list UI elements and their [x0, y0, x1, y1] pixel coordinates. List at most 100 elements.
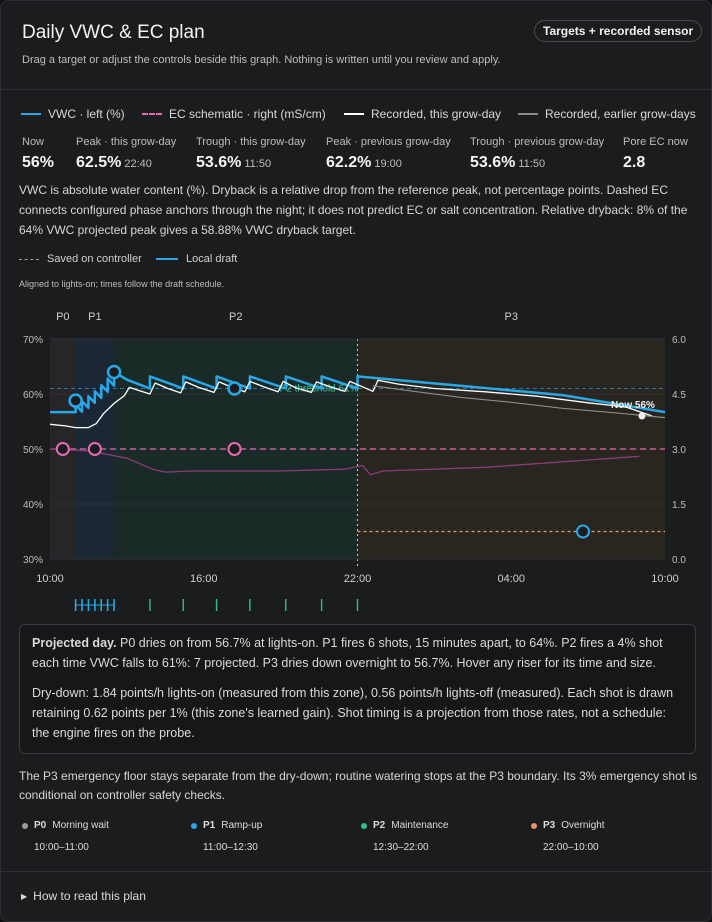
stat-label: Trough · previous grow-day [470, 136, 605, 148]
legend-draft-label: Local draft [186, 253, 238, 265]
vwc-target-handle[interactable] [227, 381, 242, 396]
stat-time: 11:50 [518, 158, 546, 170]
phase-label-p1: P1 [88, 311, 101, 323]
legend-recorded-earlier: Recorded, earlier grow-days [518, 107, 696, 121]
y-right-tick-label: 4.5 [672, 390, 686, 401]
legend-recorded-today-label: Recorded, this grow-day [371, 107, 502, 121]
series-recorded-this-grow-day [49, 379, 653, 429]
y-right-tick-label: 3.0 [672, 445, 686, 456]
phase-dot [22, 822, 28, 829]
legend-saved-label: Saved on controller [47, 253, 142, 265]
y-right-tick-label: 0.0 [672, 555, 686, 566]
vwc-target-handle[interactable] [68, 393, 83, 408]
phase-id: P2 [373, 820, 386, 831]
phase-name: Overnight [561, 820, 605, 831]
stat-value: 2.8 [623, 154, 688, 172]
stat-value: 53.6% 11:50 [196, 154, 306, 172]
stat-time: 22:40 [124, 158, 152, 170]
stat-label: Pore EC now [623, 136, 688, 148]
stat-trough-today: Trough · this grow-day 53.6% 11:50 [196, 136, 306, 172]
stat-value: 56% [22, 154, 54, 172]
stat-label: Peak · previous grow-day [326, 136, 451, 148]
y-right-tick-label: 6.0 [672, 335, 686, 346]
stat-time: 11:50 [244, 158, 272, 170]
series-recorded-earlier-grow-days [372, 385, 666, 419]
phase-p2: P2 Maintenance 12:30–22:00 [361, 820, 449, 853]
stat-label: Peak · this grow-day [76, 136, 177, 148]
stat-value-text: 62.2% [326, 154, 372, 171]
phase-range: 11:00–12:30 [203, 842, 258, 853]
ec-anchor-handle[interactable] [227, 442, 242, 456]
now-label: Now 56% [611, 400, 655, 411]
stat-value-text: 53.6% [470, 154, 516, 171]
projection-drydown: Dry-down: 1.84 points/h lights-on (measu… [32, 686, 674, 740]
legend-recorded-earlier-label: Recorded, earlier grow-days [545, 107, 696, 121]
legend-draft-swatch [156, 258, 178, 260]
phase-id: P3 [543, 820, 556, 831]
phase-name: Morning wait [52, 820, 109, 831]
x-tick-label: 10:00 [651, 573, 679, 585]
legend-ec-swatch [142, 113, 162, 115]
emergency-floor-handle[interactable] [576, 524, 590, 539]
stat-value-text: 53.6% [196, 154, 242, 171]
legend-recorded-today-swatch [344, 113, 364, 115]
phase-dot [361, 822, 367, 829]
y-left-tick-label: 60% [23, 390, 43, 401]
legend-ec-label: EC schematic · right (mS/cm) [169, 107, 326, 121]
how-to-read-toggle[interactable]: ▶ How to read this plan [21, 889, 146, 903]
stat-label: Now [22, 136, 45, 148]
page-subtitle: Drag a target or adjust the controls bes… [22, 54, 501, 66]
legend-recorded-earlier-swatch [518, 113, 538, 115]
header-divider [1, 89, 711, 90]
y-right-tick-label: 1.5 [672, 500, 686, 511]
emergency-note: The P3 emergency floor stays separate fr… [19, 769, 698, 802]
x-tick-label: 04:00 [497, 573, 525, 585]
legend-draft: Local draft [156, 253, 237, 265]
legend-recorded-today: Recorded, this grow-day [344, 107, 501, 121]
stat-pore-ec: Pore EC now 2.8 [623, 136, 688, 172]
page-title: Daily VWC & EC plan [22, 22, 205, 43]
legend-saved: Saved on controller [19, 253, 142, 265]
projection-heading: Projected day. [32, 636, 117, 650]
stat-time: 19:00 [374, 158, 402, 170]
x-tick-label: 10:00 [36, 573, 64, 585]
stat-value-text: 2.8 [623, 154, 646, 171]
x-tick-label: 16:00 [190, 573, 218, 585]
vwc-target-handle[interactable] [106, 364, 122, 380]
p2-threshold-label: P2 threshold 61% [280, 384, 359, 395]
phase-range: 10:00–11:00 [34, 842, 89, 853]
how-to-read-label: How to read this plan [33, 889, 146, 903]
phase-name: Maintenance [391, 820, 449, 831]
stat-peak-previous: Peak · previous grow-day 62.2% 19:00 [326, 136, 451, 172]
legend-vwc: VWC · left (%) [21, 107, 125, 121]
y-left-tick-label: 70% [23, 335, 43, 346]
stat-value: 62.5% 22:40 [76, 154, 176, 172]
stat-value: 62.2% 19:00 [326, 154, 451, 172]
disclosure-triangle-icon: ▶ [21, 891, 28, 901]
ec-anchor-handle[interactable] [87, 442, 102, 456]
projection-panel: Projected day. P0 dries on from 56.7% at… [19, 624, 696, 754]
ec-anchor-handle[interactable] [55, 442, 70, 456]
alignment-note: Aligned to lights-on; times follow the d… [19, 279, 225, 289]
phase-range: 12:30–22:00 [373, 842, 429, 853]
phase-range: 22:00–10:00 [543, 842, 599, 853]
targets-sensor-toggle-button[interactable]: Targets + recorded sensor [534, 20, 703, 42]
phase-p0: P0 Morning wait 10:00–11:00 [22, 820, 109, 853]
projection-summary-text: P0 dries on from 56.7% at lights-on. P1 … [32, 636, 663, 670]
series-vwc-left [50, 370, 666, 414]
vwc-explanation: VWC is absolute water content (%). Dryba… [19, 183, 688, 237]
phase-name: Ramp-up [221, 820, 263, 831]
stat-value: 53.6% 11:50 [470, 154, 604, 172]
stat-value-text: 62.5% [76, 154, 122, 171]
phase-label-p0: P0 [56, 311, 69, 323]
vwc-ec-chart[interactable]: P0 P1 P2 P3 30% 40% 50% 60% 70% 0.0 1.5 3.0 4.5 6.0 10… [1, 301, 712, 621]
now-marker [638, 412, 646, 420]
phase-dot [191, 822, 197, 829]
phase-p1: P1 Ramp-up 11:00–12:30 [191, 820, 262, 853]
footer-divider [1, 871, 711, 872]
legend-vwc-swatch [21, 113, 41, 115]
y-left-tick-label: 50% [23, 445, 43, 456]
phase-dot [531, 822, 537, 829]
stat-now: Now 56% [22, 136, 54, 172]
